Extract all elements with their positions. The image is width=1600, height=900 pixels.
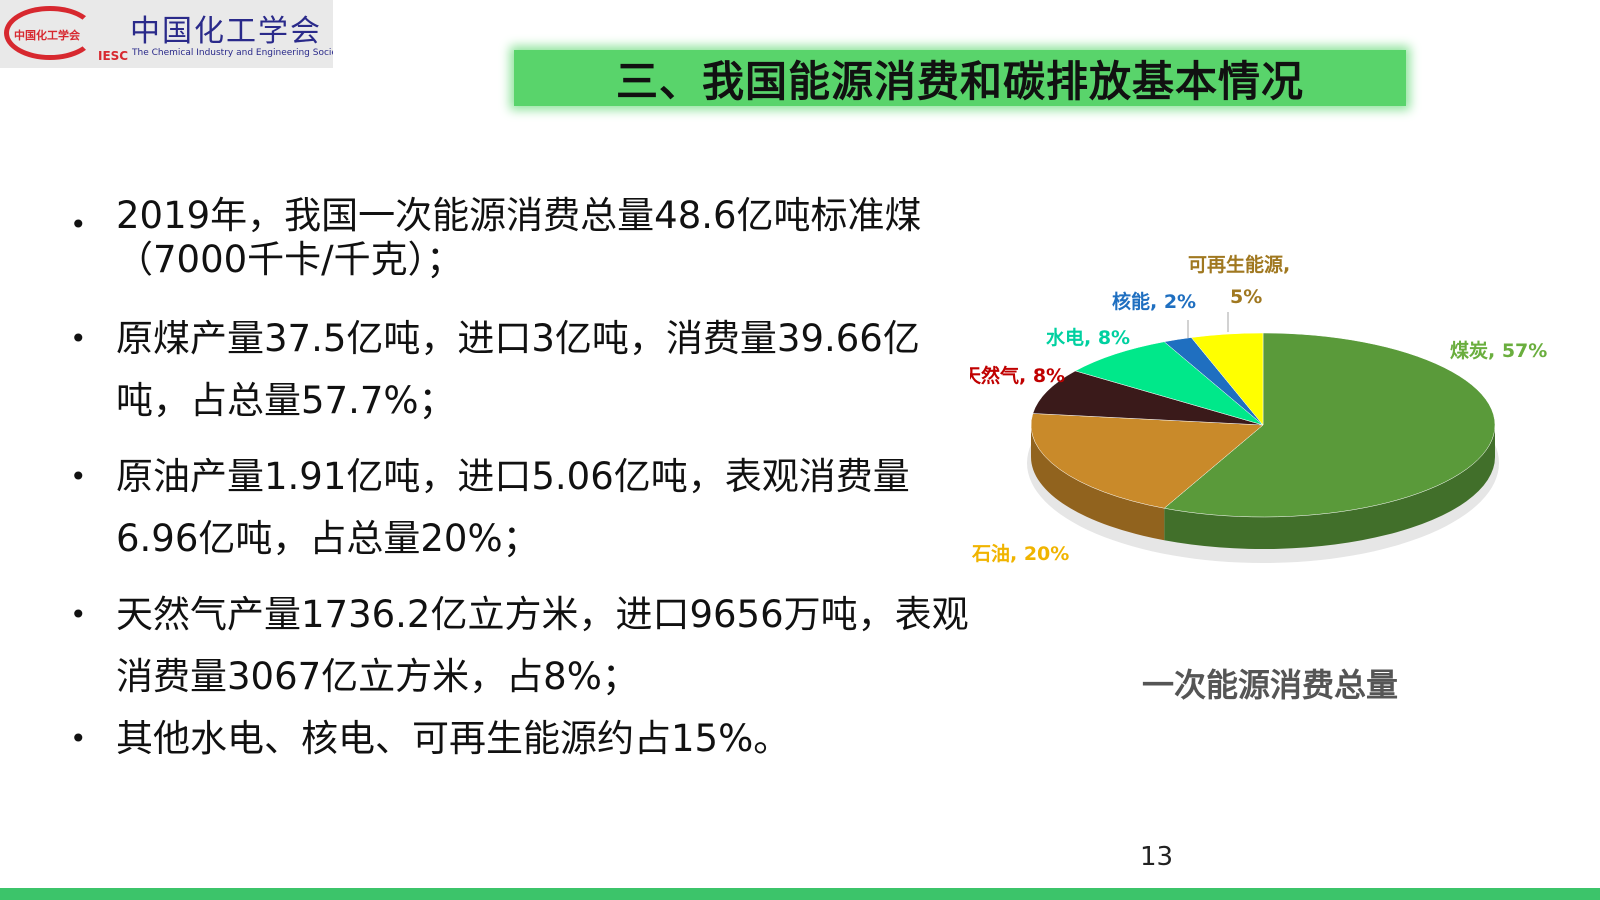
- bullet-item: • 其他水电、核电、可再生能源约占15%。: [70, 708, 970, 770]
- bullet-dot-icon: •: [70, 460, 87, 493]
- pie-slice-水电: [1074, 341, 1264, 426]
- bullet-item: • 2019年，我国一次能源消费总量48.6亿吨标准煤（7000千卡/千克）；: [70, 194, 970, 282]
- pie-label-可再生能源: 可再生能源, 5%: [1188, 253, 1290, 308]
- bullet-text: 原煤产量37.5亿吨，进口3亿吨，消费量39.66亿吨，占总量57.7%；: [116, 317, 920, 422]
- slide-title: 三、我国能源消费和碳排放基本情况: [615, 56, 1304, 106]
- bullet-text: 其他水电、核电、可再生能源约占15%。: [116, 717, 791, 760]
- bullet-text: 2019年，我国一次能源消费总量48.6亿吨标准煤（7000千卡/千克）；: [116, 194, 922, 281]
- pie-slice-可再生能源: [1190, 332, 1264, 426]
- pie-slice-天然气: [1032, 370, 1264, 426]
- pie-slice-石油: [1030, 413, 1264, 509]
- footer-bar: [0, 888, 1600, 900]
- pie-side-石油: [1031, 425, 1165, 541]
- pie-label-核能: 核能, 2%: [1112, 290, 1196, 313]
- logo-ring-text: 中国化工学会: [14, 29, 80, 42]
- pie-label-水电: 水电, 8%: [1046, 326, 1130, 349]
- pie-slice-煤炭: [1163, 332, 1496, 518]
- logo-name-en: The Chemical Industry and Engineering So…: [132, 48, 333, 58]
- bullet-text: 天然气产量1736.2亿立方米，进口9656万吨，表观消费量3067亿立方米，占…: [116, 593, 969, 698]
- logo-ring-icon: [4, 6, 96, 60]
- pie-slices: [1030, 332, 1496, 518]
- pie-side-煤炭: [1164, 425, 1495, 549]
- pie-label-石油: 石油, 20%: [971, 543, 1069, 565]
- bullet-dot-icon: •: [70, 598, 87, 631]
- bullet-text: 原油产量1.91亿吨，进口5.06亿吨，表观消费量6.96亿吨，占总量20%；: [116, 455, 910, 560]
- bullet-dot-icon: •: [70, 322, 87, 355]
- bullet-item: • 原煤产量37.5亿吨，进口3亿吨，消费量39.66亿吨，占总量57.7%；: [70, 308, 970, 432]
- society-logo: 中国化工学会 IESC 中国化工学会 The Chemical Industry…: [0, 0, 333, 68]
- bullet-dot-icon: •: [70, 722, 87, 755]
- logo-name-cn: 中国化工学会: [130, 14, 322, 49]
- page-number: 13: [1140, 842, 1174, 872]
- pie-label-煤炭: 煤炭, 57%: [1450, 340, 1547, 362]
- slide-title-bar: 三、我国能源消费和碳排放基本情况: [514, 50, 1406, 106]
- energy-pie-chart: 煤炭, 57% 石油, 20% 天然气, 8% 水电, 8% 核能, 2%可再生能源, 5…: [970, 253, 1547, 565]
- chart-title: 一次能源消费总量: [1141, 666, 1398, 704]
- pie-label-天然气: 天然气, 8%: [970, 364, 1065, 387]
- bullet-item: • 原油产量1.91亿吨，进口5.06亿吨，表观消费量6.96亿吨，占总量20%…: [70, 446, 970, 570]
- pie-leader-lines: [1187, 312, 1229, 338]
- bullet-dot-icon: •: [70, 208, 87, 241]
- bullet-item: • 天然气产量1736.2亿立方米，进口9656万吨，表观消费量3067亿立方米…: [70, 584, 970, 708]
- pie-labels: 煤炭, 57% 石油, 20% 天然气, 8% 水电, 8% 核能, 2%可再生能源, 5…: [970, 253, 1547, 565]
- logo-abbreviation: IESC: [98, 49, 129, 63]
